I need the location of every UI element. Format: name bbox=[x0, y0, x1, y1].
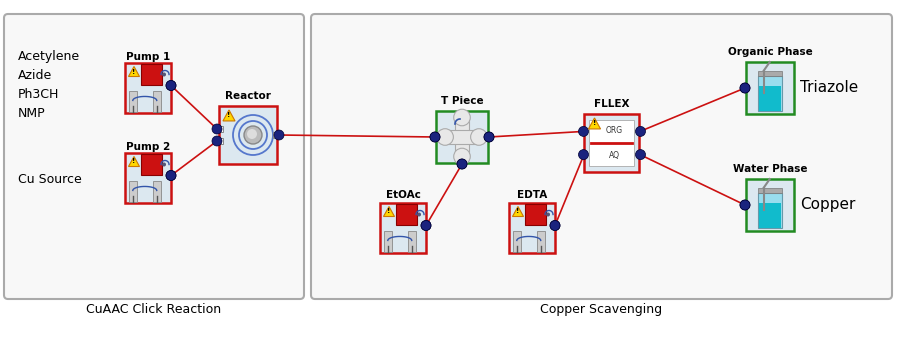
Polygon shape bbox=[512, 207, 523, 216]
Bar bbox=[584, 114, 639, 172]
Text: Triazole: Triazole bbox=[799, 80, 857, 96]
Circle shape bbox=[162, 72, 166, 77]
Text: !: ! bbox=[516, 209, 519, 215]
Bar bbox=[396, 204, 416, 225]
Bar bbox=[757, 193, 782, 228]
Bar bbox=[508, 203, 555, 253]
Bar bbox=[758, 203, 781, 228]
Circle shape bbox=[470, 129, 486, 145]
Text: !: ! bbox=[132, 158, 136, 164]
Text: EDTA: EDTA bbox=[517, 190, 547, 200]
Circle shape bbox=[456, 159, 466, 169]
Polygon shape bbox=[128, 156, 139, 167]
Text: Cu Source: Cu Source bbox=[18, 174, 82, 186]
Circle shape bbox=[456, 159, 466, 169]
Circle shape bbox=[166, 80, 176, 90]
Bar bbox=[455, 118, 469, 156]
Bar bbox=[758, 85, 781, 111]
Text: EtOAc: EtOAc bbox=[385, 190, 420, 200]
Text: T Piece: T Piece bbox=[440, 96, 483, 106]
Bar bbox=[536, 231, 544, 252]
Bar bbox=[757, 71, 782, 76]
Circle shape bbox=[166, 80, 176, 90]
Bar bbox=[445, 130, 478, 144]
Text: AQ: AQ bbox=[608, 151, 619, 160]
Circle shape bbox=[635, 150, 645, 160]
Circle shape bbox=[549, 221, 559, 231]
Circle shape bbox=[484, 132, 494, 142]
Bar bbox=[272, 132, 278, 138]
Circle shape bbox=[429, 132, 439, 142]
Bar bbox=[219, 106, 277, 164]
Circle shape bbox=[635, 126, 645, 136]
Bar bbox=[757, 188, 782, 193]
Bar bbox=[757, 76, 782, 111]
Text: !: ! bbox=[387, 209, 390, 215]
Bar bbox=[128, 91, 137, 112]
Bar bbox=[512, 231, 520, 252]
Bar bbox=[380, 203, 425, 253]
Bar bbox=[407, 231, 415, 252]
Circle shape bbox=[578, 150, 588, 160]
Circle shape bbox=[739, 200, 749, 210]
Polygon shape bbox=[222, 110, 235, 121]
Bar bbox=[152, 181, 160, 202]
Bar bbox=[128, 181, 137, 202]
Bar bbox=[141, 154, 162, 175]
Bar bbox=[152, 91, 160, 112]
Polygon shape bbox=[128, 66, 139, 77]
Polygon shape bbox=[384, 207, 394, 216]
Circle shape bbox=[429, 132, 439, 142]
Circle shape bbox=[484, 132, 494, 142]
Text: Pump 1: Pump 1 bbox=[126, 52, 170, 62]
Text: ORG: ORG bbox=[605, 126, 622, 134]
Circle shape bbox=[578, 126, 588, 136]
Polygon shape bbox=[588, 118, 599, 129]
Circle shape bbox=[549, 221, 559, 231]
Text: !: ! bbox=[592, 120, 596, 126]
Circle shape bbox=[166, 170, 176, 180]
Circle shape bbox=[211, 136, 221, 146]
FancyBboxPatch shape bbox=[311, 14, 891, 299]
Circle shape bbox=[546, 213, 549, 216]
Text: CuAAC Click Reaction: CuAAC Click Reaction bbox=[87, 303, 221, 316]
FancyBboxPatch shape bbox=[4, 14, 303, 299]
Bar bbox=[589, 120, 634, 166]
Circle shape bbox=[211, 124, 221, 134]
Bar bbox=[125, 153, 171, 203]
Circle shape bbox=[421, 221, 431, 231]
Text: Acetylene
Azide
Ph3CH
NMP: Acetylene Azide Ph3CH NMP bbox=[18, 50, 80, 120]
Bar bbox=[745, 62, 793, 114]
Text: Water Phase: Water Phase bbox=[732, 164, 806, 174]
Bar bbox=[435, 111, 487, 163]
Circle shape bbox=[739, 83, 749, 93]
Circle shape bbox=[162, 162, 166, 167]
Circle shape bbox=[453, 148, 470, 165]
Text: Pump 2: Pump 2 bbox=[126, 142, 170, 152]
Circle shape bbox=[421, 221, 431, 231]
Circle shape bbox=[166, 170, 176, 180]
Bar bbox=[525, 204, 546, 225]
Text: FLLEX: FLLEX bbox=[594, 99, 630, 109]
Bar bbox=[384, 231, 392, 252]
Bar bbox=[218, 126, 223, 132]
Circle shape bbox=[273, 130, 283, 140]
Text: Copper: Copper bbox=[799, 197, 855, 213]
Text: Organic Phase: Organic Phase bbox=[727, 47, 812, 57]
Circle shape bbox=[244, 126, 261, 144]
Text: !: ! bbox=[132, 68, 136, 74]
Text: !: ! bbox=[227, 113, 230, 119]
Bar bbox=[125, 63, 171, 113]
Text: Copper Scavenging: Copper Scavenging bbox=[540, 303, 661, 316]
Bar bbox=[141, 64, 162, 85]
Circle shape bbox=[416, 213, 421, 216]
Circle shape bbox=[453, 109, 470, 126]
Text: Reactor: Reactor bbox=[225, 91, 271, 101]
Circle shape bbox=[436, 129, 453, 145]
Bar bbox=[218, 138, 223, 144]
Bar bbox=[745, 179, 793, 231]
Circle shape bbox=[739, 83, 749, 93]
Circle shape bbox=[739, 200, 749, 210]
Circle shape bbox=[247, 129, 257, 139]
